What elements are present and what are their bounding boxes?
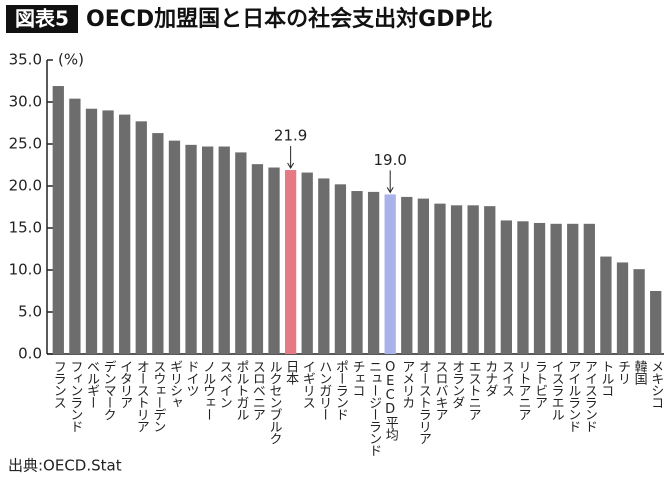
x-tick-label: スロベニア <box>250 360 266 421</box>
bar <box>85 108 98 354</box>
bar <box>550 223 562 354</box>
bar <box>401 196 413 354</box>
x-tick-label: イスラエル <box>549 360 564 420</box>
bar <box>318 178 330 354</box>
x-tick-label: OECD平均 <box>383 360 399 441</box>
x-tick-label: ノルウェー <box>200 360 215 420</box>
value-label: 19.0 <box>373 151 406 169</box>
x-tick-label: カナダ <box>482 360 497 397</box>
y-tick-label: 30.0 <box>9 93 42 111</box>
bar <box>301 172 313 354</box>
bar <box>434 203 446 354</box>
bar <box>102 110 114 355</box>
x-tick-label: エストニア <box>466 360 481 421</box>
y-tick-label: 15.0 <box>9 219 42 237</box>
x-tick-label: チェコ <box>350 360 365 396</box>
badge: 図表5 <box>15 7 69 31</box>
x-tick-label: 韓国 <box>632 360 648 385</box>
x-tick-label: チリ <box>615 360 630 384</box>
bar <box>251 164 264 354</box>
x-tick-label: リトアニア <box>515 360 530 421</box>
bar <box>168 140 181 354</box>
bar <box>235 152 247 354</box>
x-tick-label: トルコ <box>598 360 613 396</box>
label-arrow <box>287 162 295 170</box>
value-label: 21.9 <box>274 127 307 145</box>
y-unit-label: (%) <box>58 51 84 69</box>
badge-box <box>6 5 78 33</box>
bar <box>500 220 512 354</box>
x-tick-label: スペイン <box>217 360 233 408</box>
x-tick-label: ポルトガル <box>233 360 248 420</box>
x-tick-label: ポーランド <box>333 360 348 420</box>
bar <box>367 191 380 354</box>
x-tick-label: 日本 <box>283 360 299 385</box>
x-tick-label: イタリア <box>117 360 132 409</box>
bar <box>616 262 629 354</box>
x-tick-label: スロバキア <box>432 360 448 421</box>
bar <box>334 184 347 354</box>
bar <box>533 222 546 354</box>
bar <box>600 256 612 354</box>
bar <box>467 205 479 354</box>
bar <box>185 144 197 354</box>
bar <box>633 269 645 354</box>
bar <box>284 170 297 354</box>
y-tick-label: 5.0 <box>18 303 42 321</box>
y-tick-label: 10.0 <box>9 261 42 279</box>
bar <box>384 194 396 354</box>
bar <box>650 291 662 354</box>
bar <box>517 221 529 354</box>
x-tick-label: ベルギー <box>84 360 100 408</box>
x-tick-label: オランダ <box>449 360 464 409</box>
bar <box>202 146 214 354</box>
bar <box>450 205 463 354</box>
bar <box>417 198 430 354</box>
x-tick-label: イギリス <box>300 360 315 409</box>
bar <box>69 98 81 354</box>
x-tick-label: フィンランド <box>67 360 82 432</box>
x-tick-label: ハンガリー <box>316 360 331 420</box>
bar <box>484 206 496 354</box>
x-tick-label: メキシコ <box>648 360 663 408</box>
x-tick-label: ラトビア <box>532 360 547 409</box>
x-tick-label: オーストリア <box>134 360 149 433</box>
x-tick-label: デンマーク <box>101 360 116 421</box>
label-arrow <box>386 187 394 194</box>
x-tick-label: ニュージーランド <box>366 360 381 456</box>
x-tick-label: アメリカ <box>399 360 414 409</box>
bar <box>567 223 579 354</box>
y-tick-label: 0.0 <box>18 345 42 363</box>
x-tick-label: スイス <box>499 360 514 397</box>
bar <box>52 86 64 354</box>
x-tick-label: ドイツ <box>184 360 199 396</box>
source: 出典:OECD.Stat <box>8 457 122 475</box>
x-tick-label: アイルランド <box>565 360 580 432</box>
bar <box>583 223 595 354</box>
y-tick-label: 35.0 <box>9 51 42 69</box>
y-tick-label: 25.0 <box>9 135 42 153</box>
x-tick-label: オーストラリア <box>416 360 431 445</box>
chart-title: OECD加盟国と日本の社会支出対GDP比 <box>86 6 493 32</box>
x-tick-label: ルクセンブルク <box>267 360 283 445</box>
x-tick-label: ギリシャ <box>167 360 182 408</box>
bar <box>152 133 164 354</box>
x-tick-label: フランス <box>51 360 66 409</box>
x-tick-label: スウェーデン <box>150 360 165 432</box>
bar <box>351 191 363 354</box>
x-tick-label: アイスランド <box>582 360 597 432</box>
bar <box>135 121 147 354</box>
bar <box>119 114 131 354</box>
bar <box>268 167 280 354</box>
y-tick-label: 20.0 <box>9 177 42 195</box>
bar <box>218 146 230 354</box>
